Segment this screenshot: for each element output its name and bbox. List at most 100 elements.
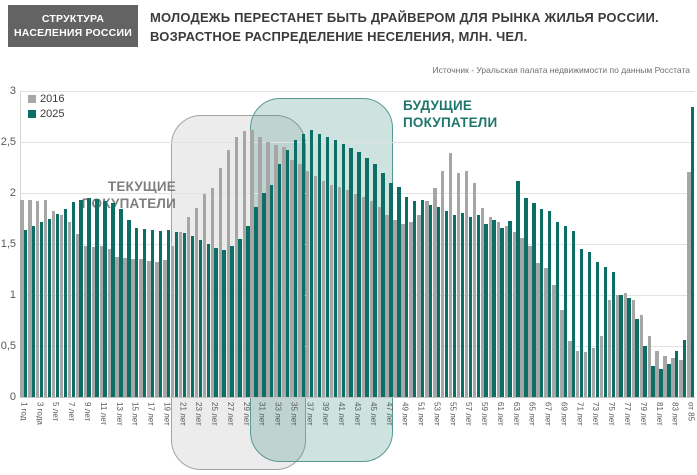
bar-2016-age-26 bbox=[218, 167, 223, 397]
bar-2025-age-20 bbox=[174, 231, 179, 397]
annotation-future-buyers: БУДУЩИЕ ПОКУПАТЕЛИ bbox=[403, 98, 543, 132]
population-bar-chart: ТЕКУЩИЕ ПОКУПАТЕЛИ БУДУЩИЕ ПОКУПАТЕЛИ 20… bbox=[0, 85, 697, 475]
bar-2016-age-64 bbox=[520, 237, 524, 397]
bar-2016-age-81 bbox=[655, 351, 659, 397]
bar-2025-age-59 bbox=[484, 223, 488, 397]
bar-2016-age-41 bbox=[337, 186, 342, 397]
bar-2025-age-71 bbox=[579, 249, 584, 397]
x-axis-tick-label: 19 лет bbox=[162, 402, 172, 426]
bar-2016-age-13 bbox=[115, 257, 119, 397]
x-axis-tick-label: 49 лет bbox=[400, 402, 410, 426]
x-axis-tick-label: 73 лет bbox=[591, 402, 601, 426]
bar-2016-age-69 bbox=[560, 310, 564, 397]
bar-2016-age-10 bbox=[91, 247, 96, 397]
bar-2016-age-29 bbox=[242, 130, 246, 397]
bar-2016-age-83 bbox=[671, 358, 675, 397]
x-axis-tick-label: 59 лет bbox=[480, 402, 490, 426]
bar-2016-age-34 bbox=[282, 147, 286, 397]
bar-2025-age-69 bbox=[563, 225, 568, 397]
bar-2025-age-32 bbox=[270, 184, 274, 397]
bar-2016-age-77 bbox=[623, 292, 628, 397]
bar-2025-age-35 bbox=[293, 139, 298, 397]
title-line-1: МОЛОДЕЖЬ ПЕРЕСТАНЕТ БЫТЬ ДРАЙВЕРОМ ДЛЯ Р… bbox=[150, 10, 659, 25]
bar-2025-age-11 bbox=[103, 201, 107, 397]
x-axis-tick-label: 53 лет bbox=[432, 402, 442, 426]
bar-2025-age-52 bbox=[428, 205, 433, 397]
bar-2025-age-74 bbox=[603, 267, 607, 397]
bar-2025-age-83 bbox=[675, 351, 679, 397]
bar-2016-age-30 bbox=[250, 129, 254, 397]
y-axis-tick-label: 2 bbox=[9, 187, 16, 199]
bar-2016-age-50 bbox=[409, 221, 413, 397]
bar-2016-age-39 bbox=[321, 180, 326, 397]
bar-2025-age-51 bbox=[420, 200, 425, 397]
x-axis-tick-label: 33 лет bbox=[273, 402, 283, 426]
bar-2016-age-59 bbox=[480, 208, 485, 397]
bar-2016-age-42 bbox=[345, 189, 350, 397]
bar-2016-age-65 bbox=[528, 246, 532, 397]
bar-2025-age-36 bbox=[301, 133, 306, 397]
bar-2016-age-11 bbox=[99, 246, 103, 397]
legend: 2016 2025 bbox=[28, 93, 64, 123]
bar-2016-age-72 bbox=[584, 352, 588, 397]
page-title: МОЛОДЕЖЬ ПЕРЕСТАНЕТ БЫТЬ ДРАЙВЕРОМ ДЛЯ Р… bbox=[150, 9, 695, 47]
legend-item-2016: 2016 bbox=[28, 93, 64, 105]
bar-2025-age-24 bbox=[206, 244, 210, 397]
bar-2025-age-12 bbox=[111, 203, 115, 397]
bar-2025-age-61 bbox=[500, 227, 504, 397]
bar-2025-age-54 bbox=[444, 211, 449, 397]
gridline bbox=[20, 91, 695, 92]
bar-2016-age-5 bbox=[51, 211, 56, 397]
bar-2025-age-27 bbox=[230, 246, 234, 397]
x-axis-tick-label: 57 лет bbox=[464, 402, 474, 426]
bar-2016-age-15 bbox=[131, 259, 135, 397]
bar-2016-age-66 bbox=[536, 263, 540, 397]
x-axis-tick-label: 69 лет bbox=[559, 402, 569, 426]
bar-2025-age-42 bbox=[349, 148, 353, 397]
legend-swatch-2016 bbox=[28, 95, 36, 103]
bar-2025-age-57 bbox=[468, 217, 472, 397]
bar-2016-age-44 bbox=[361, 197, 366, 397]
x-axis-tick-label: 11 лет bbox=[98, 402, 108, 426]
bar-2025-age-9 bbox=[87, 198, 91, 397]
bar-2016-age-28 bbox=[234, 136, 238, 397]
bar-2025-age-37 bbox=[309, 129, 314, 397]
bar-2025-age-68 bbox=[555, 221, 560, 397]
x-axis-tick-label: 83 лет bbox=[670, 402, 680, 426]
bar-2016-age-70 bbox=[568, 340, 572, 397]
annotation-future-line-2: ПОКУПАТЕЛИ bbox=[403, 114, 498, 130]
bar-2025-age-78 bbox=[635, 319, 639, 397]
bar-2016-age-73 bbox=[591, 348, 596, 397]
bar-2025-age-29 bbox=[246, 225, 250, 397]
bar-2025-age-17 bbox=[150, 229, 155, 397]
bar-2025-age-21 bbox=[182, 232, 187, 397]
bar-2025-age-43 bbox=[357, 152, 361, 397]
bar-2016-age-80 bbox=[647, 335, 651, 397]
bar-2025-age-49 bbox=[405, 197, 409, 397]
x-axis-tick-label: 31 лет bbox=[257, 402, 267, 426]
bar-2016-age-61 bbox=[496, 221, 501, 397]
bar-2025-age-16 bbox=[143, 228, 147, 397]
bar-2025-age-73 bbox=[595, 262, 600, 397]
x-axis-tick-label: 67 лет bbox=[543, 402, 553, 426]
bar-2025-age-41 bbox=[341, 144, 345, 397]
legend-item-2025: 2025 bbox=[28, 108, 64, 120]
x-axis-tick-label: 65 лет bbox=[527, 402, 537, 426]
bar-2016-age-36 bbox=[298, 164, 302, 397]
bar-2016-age-19 bbox=[163, 260, 167, 397]
bar-2016-age-46 bbox=[377, 207, 381, 397]
bar-2025-age-2 bbox=[31, 225, 36, 397]
x-axis-tick-label: 29 лет bbox=[241, 402, 251, 426]
annotation-current-line-1: ТЕКУЩИЕ bbox=[107, 179, 176, 194]
bar-2016-age-84 bbox=[679, 360, 683, 397]
y-axis-tick-label: 3 bbox=[9, 85, 16, 97]
bar-2025-age-44 bbox=[365, 158, 369, 397]
bar-2016-age-51 bbox=[417, 215, 421, 397]
bar-2016-age-8 bbox=[75, 233, 80, 397]
bar-2016-age-31 bbox=[258, 136, 262, 397]
bar-2016-age-52 bbox=[425, 201, 429, 397]
x-axis-tick-label: 9 лет bbox=[83, 402, 92, 422]
bar-2025-age-8 bbox=[79, 200, 83, 397]
bar-2016-age-3 bbox=[36, 201, 40, 397]
